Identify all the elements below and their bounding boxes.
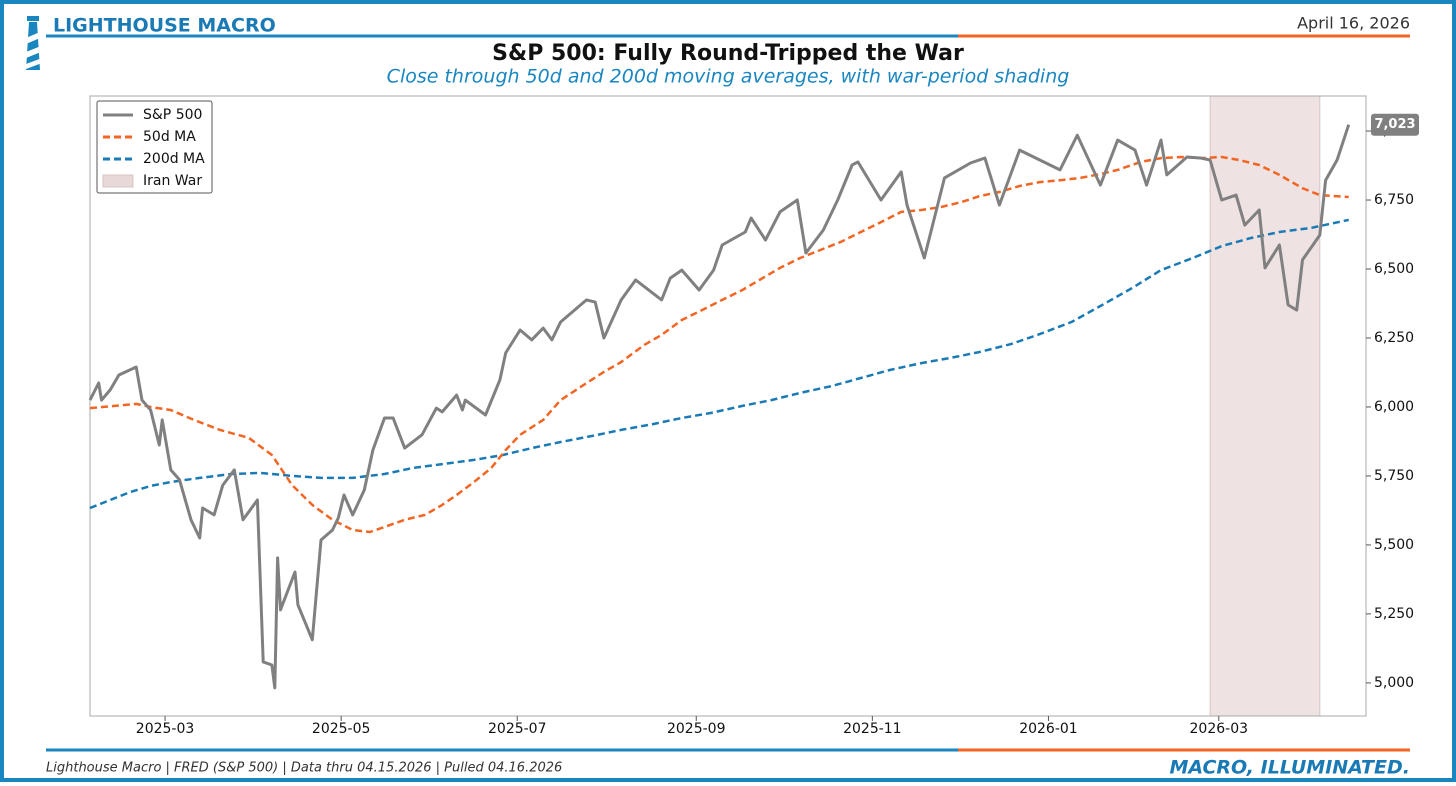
y-tick-label: 6,750 xyxy=(1374,192,1414,208)
y-tick-label: 6,500 xyxy=(1374,261,1414,277)
legend-label: 200d MA xyxy=(143,151,205,167)
x-tick-label: 2025-09 xyxy=(667,721,726,737)
y-tick-label: 5,750 xyxy=(1374,468,1414,484)
y-tick-label: 5,000 xyxy=(1374,675,1414,691)
shaded-region xyxy=(1209,95,1321,717)
y-tick-label: 6,000 xyxy=(1374,399,1414,415)
chart-title: S&P 500: Fully Round-Tripped the War xyxy=(492,41,964,66)
legend-box xyxy=(96,100,213,194)
legend-swatch xyxy=(102,174,134,188)
end-label-badge xyxy=(1371,113,1419,136)
logo xyxy=(26,16,42,70)
y-tick-label: 5,250 xyxy=(1374,606,1414,622)
legend-label: S&P 500 xyxy=(143,107,202,123)
x-tick-label: 2025-05 xyxy=(312,721,371,737)
plot: 5,000 5,250 5,500 5,750 6,000 6,250 6,500 6,750… xyxy=(88,95,1419,737)
x-tick-label: 2025-03 xyxy=(136,721,195,737)
y-tick-label: 5,500 xyxy=(1374,537,1414,553)
x-tick-label: 2025-07 xyxy=(488,721,547,737)
plot-frame xyxy=(89,95,1367,717)
x-tick-label: 2026-01 xyxy=(1019,721,1078,737)
chart-subtitle: Close through 50d and 200d moving averag… xyxy=(387,66,1070,88)
y-tick-label: 6,250 xyxy=(1374,330,1414,346)
brand: LIGHTHOUSE MACRO xyxy=(53,15,276,37)
legend-label: Iran War xyxy=(143,173,202,189)
series-line xyxy=(89,218,1349,510)
legend-label: 50d MA xyxy=(143,129,196,145)
series-line xyxy=(88,124,1351,690)
series-line xyxy=(89,155,1349,534)
x-tick-label: 2025-11 xyxy=(843,721,902,737)
footer-tagline: MACRO, ILLUMINATED. xyxy=(1169,757,1410,779)
x-tick-label: 2026-03 xyxy=(1190,721,1249,737)
end-label: 7,023 xyxy=(1374,117,1415,132)
footer-source: Lighthouse Macro | FRED (S&P 500) | Data… xyxy=(46,761,562,776)
header-date: April 16, 2026 xyxy=(1297,14,1410,33)
